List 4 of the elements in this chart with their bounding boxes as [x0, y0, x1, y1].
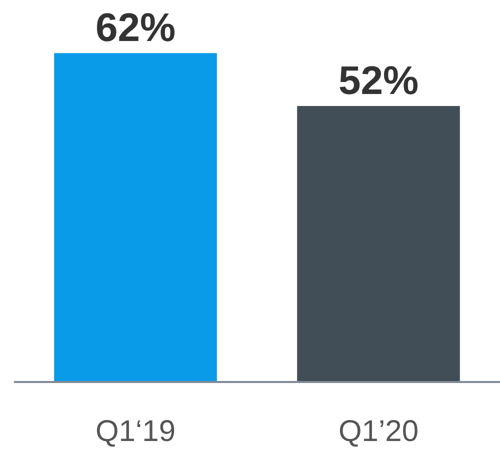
x-tick-label: Q1‘19: [95, 414, 176, 448]
x-tick-label: Q1’20: [338, 414, 419, 448]
data-label: 62%: [95, 6, 176, 50]
data-label: 52%: [338, 59, 419, 103]
